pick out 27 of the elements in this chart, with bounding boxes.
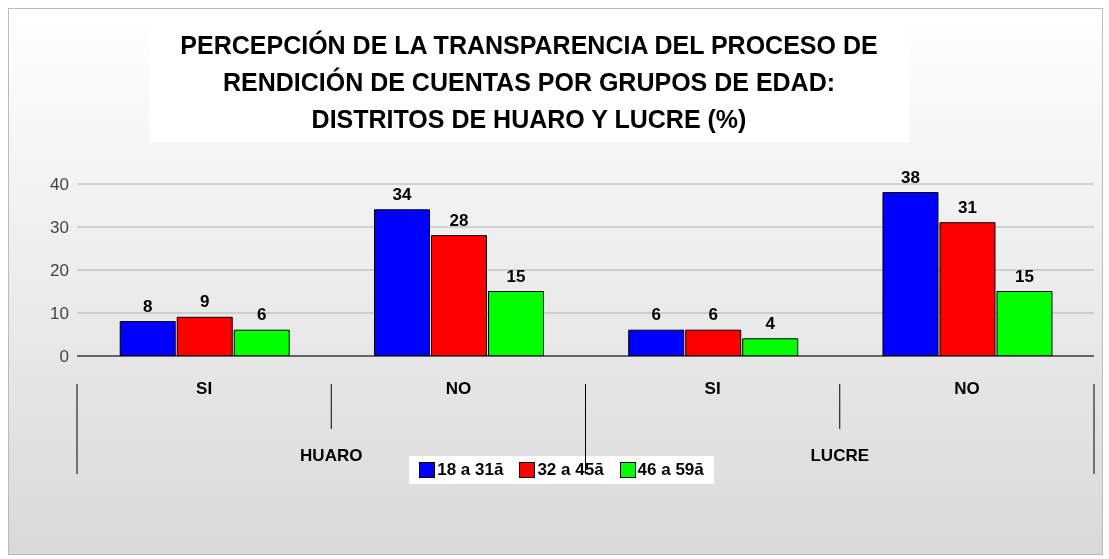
data-label: 4: [765, 313, 776, 333]
chart-title: PERCEPCIÓN DE LA TRANSPARENCIA DEL PROCESO DE RENDICIÓN DE CUENTAS POR GRUPOS DE EDAD: DISTRITOS DE HUARO Y LUCRE (%): [149, 23, 909, 142]
data-label: 8: [142, 296, 153, 316]
x-tick-label: NO: [954, 379, 980, 398]
y-tick-label: 10: [50, 304, 69, 324]
legend-label: 46 a 59ā: [637, 460, 704, 480]
data-label: 6: [256, 305, 267, 325]
y-tick-label: 0: [59, 347, 69, 367]
data-label: 38: [901, 167, 920, 187]
text: LUCRE: [810, 446, 870, 465]
data-label: 6: [708, 305, 718, 325]
legend-label: 18 a 31ā: [437, 460, 504, 480]
data-label: 28: [449, 210, 469, 230]
y-tick-label: 40: [50, 175, 69, 195]
data-label: 15: [506, 266, 526, 286]
data-label: 6: [651, 305, 661, 325]
x-tick-label: SI: [196, 379, 213, 398]
y-tick-label: 30: [50, 218, 69, 238]
data-label: 9: [199, 292, 210, 312]
data-label: 31: [958, 197, 977, 217]
x-tick-label: NO: [445, 379, 472, 398]
data-label: 15: [1015, 266, 1034, 286]
x-tick-label: SI: [704, 379, 721, 398]
legend-label: 32 a 45ā: [537, 460, 604, 480]
y-tick-label: 20: [50, 261, 69, 281]
data-label: 34: [392, 184, 412, 204]
text: HUARO: [300, 446, 363, 465]
